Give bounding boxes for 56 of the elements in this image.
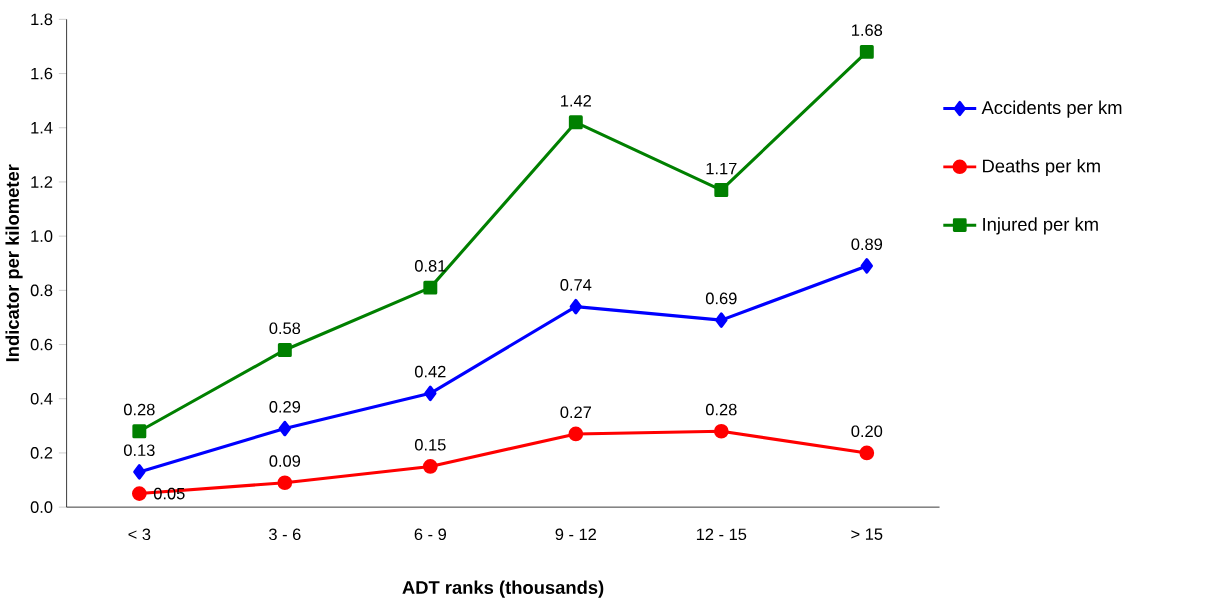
data-label: 0.15 bbox=[414, 438, 446, 451]
data-label: 0.81 bbox=[414, 260, 446, 272]
point bbox=[859, 445, 875, 461]
y-tick-label: 0.2 bbox=[30, 447, 53, 459]
data-label: 0.89 bbox=[851, 238, 883, 250]
data-label: 1.42 bbox=[561, 94, 591, 107]
x-tick-label: > 15 bbox=[851, 528, 883, 540]
x-tick-label: 6 - 9 bbox=[414, 528, 446, 541]
x-tick-label: < 3 bbox=[128, 528, 151, 541]
y-tick-label: 0.8 bbox=[30, 284, 53, 297]
data-label: 0.42 bbox=[414, 365, 446, 378]
point bbox=[422, 459, 438, 474]
data-label: 0.58 bbox=[269, 322, 301, 335]
y-tick-label: 1.6 bbox=[31, 67, 53, 80]
data-label: 1.68 bbox=[852, 24, 883, 36]
point bbox=[132, 424, 147, 439]
legend-label: Injured per km bbox=[983, 217, 1098, 235]
point bbox=[713, 423, 729, 439]
x-tick-label: 9 - 12 bbox=[555, 528, 597, 541]
data-label: 0.28 bbox=[705, 403, 737, 416]
data-label: 1.17 bbox=[706, 162, 737, 175]
y-axis-title: Indicator per kilometer bbox=[5, 164, 23, 362]
point bbox=[568, 426, 584, 442]
legend-label: Deaths per km bbox=[983, 158, 1100, 177]
point bbox=[860, 258, 873, 274]
data-label: 0.20 bbox=[851, 425, 883, 437]
point bbox=[277, 475, 293, 491]
point bbox=[859, 44, 874, 59]
point bbox=[133, 464, 146, 480]
legend-label: Accidents per km bbox=[981, 100, 1122, 118]
point bbox=[569, 298, 583, 315]
x-axis-title: ADT ranks (thousands) bbox=[402, 580, 604, 598]
data-label: 0.69 bbox=[705, 292, 737, 305]
point bbox=[423, 280, 438, 295]
point bbox=[131, 486, 147, 501]
y-tick-label: 0.6 bbox=[30, 338, 53, 351]
point bbox=[714, 183, 729, 197]
point bbox=[278, 420, 292, 437]
point bbox=[424, 385, 437, 401]
data-label: 0.09 bbox=[269, 455, 301, 467]
point bbox=[277, 342, 292, 357]
data-label: 0.28 bbox=[123, 403, 155, 416]
data-label: 0.74 bbox=[560, 279, 592, 291]
y-tick-label: 1.2 bbox=[31, 176, 53, 188]
y-tick-label: 1.0 bbox=[31, 230, 53, 242]
y-tick-label: 0.4 bbox=[30, 392, 53, 405]
data-label: 0.29 bbox=[269, 400, 301, 413]
y-tick-label: 0.0 bbox=[30, 501, 53, 513]
point bbox=[568, 115, 583, 130]
point bbox=[715, 312, 728, 328]
data-label: 0.27 bbox=[560, 406, 591, 419]
x-tick-label: 12 - 15 bbox=[696, 528, 747, 541]
y-tick-label: 1.8 bbox=[31, 13, 53, 26]
x-tick-label: 3 - 6 bbox=[269, 528, 301, 541]
data-label: 0.13 bbox=[123, 444, 155, 456]
y-tick-label: 1.4 bbox=[31, 122, 53, 134]
